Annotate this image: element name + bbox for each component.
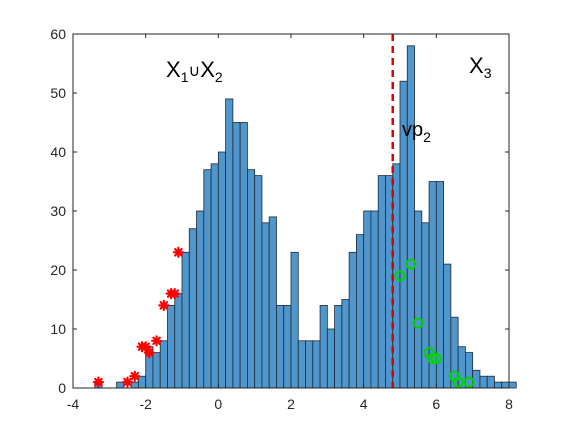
y-tick-label: 50 — [50, 85, 66, 101]
histogram-bar — [312, 340, 321, 389]
histogram-bar — [443, 263, 452, 389]
x-tick-label: 4 — [360, 396, 368, 412]
histogram-bar — [137, 375, 147, 389]
histogram-bars — [94, 45, 517, 389]
histogram-bar — [508, 381, 517, 389]
threshold-label-sub: 2 — [423, 129, 431, 145]
x-tick-label: 2 — [287, 396, 295, 412]
histogram-bar — [370, 210, 379, 389]
histogram-bar — [167, 304, 176, 389]
red-star-marker — [143, 347, 155, 359]
x-tick-label: 0 — [214, 396, 222, 412]
histogram-bar — [406, 45, 415, 389]
red-star-marker — [172, 246, 184, 258]
histogram-bar — [341, 299, 350, 389]
y-tick-label: 30 — [50, 203, 66, 219]
histogram-bar — [334, 304, 343, 389]
histogram-bar — [217, 151, 226, 389]
histogram-bar — [239, 122, 248, 389]
marker-group — [92, 246, 475, 388]
histogram-bar — [414, 210, 423, 389]
y-tick-label: 60 — [50, 26, 66, 42]
red-star-marker — [92, 376, 105, 388]
green-circle-marker — [427, 353, 439, 364]
histogram-bar — [486, 375, 495, 389]
y-tick-label: 10 — [50, 321, 66, 337]
histogram-bar — [355, 234, 365, 389]
histogram-bar — [464, 352, 474, 389]
threshold-label: vp2 — [402, 119, 431, 145]
histogram-bar — [363, 210, 372, 389]
histogram-bar — [268, 216, 277, 389]
histogram-bar — [203, 169, 212, 389]
x-tick-label: 8 — [505, 396, 513, 412]
union-symbol: ∪ — [188, 63, 200, 80]
histogram-bar — [196, 210, 205, 389]
red-star-marker — [158, 299, 170, 311]
red-star-marker — [150, 335, 163, 347]
y-tick-label: 40 — [50, 144, 66, 160]
x-tick-label: -4 — [67, 396, 80, 412]
right-cluster-sub: 3 — [484, 65, 492, 81]
histogram-bar — [326, 328, 336, 389]
green-circle-marker — [405, 258, 417, 270]
right-cluster-x3: X — [469, 53, 484, 78]
histogram-bar — [246, 169, 256, 389]
histogram-bar — [421, 222, 430, 389]
x-tick-label: 6 — [432, 396, 440, 412]
left-cluster-x1: X — [166, 57, 181, 82]
green-circle-marker — [463, 376, 475, 388]
left-cluster-sub1: 1 — [181, 69, 189, 85]
left-cluster-sub2: 2 — [215, 69, 223, 85]
red-star-marker — [129, 370, 141, 382]
histogram-bar — [494, 381, 503, 389]
x-tick-label: -2 — [139, 396, 152, 412]
histogram-bar — [210, 163, 219, 389]
histogram-bar — [225, 98, 234, 389]
histogram-bar — [152, 352, 161, 389]
green-circle-marker — [412, 317, 424, 329]
histogram-bar — [283, 304, 292, 389]
green-circle-marker — [452, 376, 464, 388]
histogram-bar — [377, 175, 386, 389]
histogram-bar — [261, 222, 270, 389]
histogram-bar — [319, 304, 328, 389]
histogram-bar — [305, 340, 314, 389]
histogram-bar — [159, 340, 168, 389]
tick-group: -4 -2 0 2 4 6 8 0 10 20 30 40 50 60 — [50, 26, 513, 412]
left-cluster-label: X1∪X2 — [166, 57, 223, 85]
left-cluster-x2: X — [200, 57, 215, 82]
threshold-label-vp: vp — [402, 119, 423, 141]
y-tick-label: 20 — [50, 262, 66, 278]
histogram-bar — [290, 251, 299, 389]
histogram-bar — [472, 369, 481, 389]
histogram-bar — [501, 381, 510, 389]
histogram-bar — [276, 304, 285, 389]
green-circle-marker — [430, 353, 442, 364]
histogram-bar — [348, 251, 357, 389]
histogram-bar — [254, 175, 263, 389]
right-cluster-label: X3 — [469, 53, 492, 81]
histogram-bar — [181, 251, 190, 389]
y-tick-label: 0 — [58, 380, 66, 396]
histogram-bar — [174, 293, 183, 389]
histogram-bar — [297, 340, 306, 389]
green-circle-marker — [394, 270, 406, 282]
red-star-marker — [121, 376, 134, 388]
histogram-bar — [232, 122, 241, 389]
red-star-marker — [169, 288, 181, 300]
histogram-bar — [479, 375, 488, 389]
histogram-bar — [188, 228, 197, 389]
